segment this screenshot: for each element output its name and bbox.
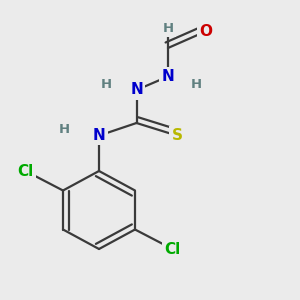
Text: S: S (172, 128, 182, 143)
Text: Cl: Cl (17, 164, 34, 178)
Text: H: H (59, 122, 70, 136)
Text: N: N (130, 82, 143, 98)
Text: S: S (172, 128, 182, 143)
Text: N: N (130, 82, 143, 98)
Text: N: N (162, 69, 174, 84)
Text: H: H (191, 77, 202, 91)
Text: O: O (199, 24, 212, 39)
Text: H: H (101, 77, 112, 91)
Text: N: N (162, 69, 174, 84)
Text: Cl: Cl (17, 164, 34, 178)
Text: H: H (162, 22, 174, 35)
Text: N: N (93, 128, 105, 143)
Text: Cl: Cl (164, 242, 181, 256)
Text: N: N (93, 128, 105, 143)
Text: H: H (59, 122, 70, 136)
Text: O: O (199, 24, 212, 39)
Text: H: H (191, 77, 202, 91)
Text: H: H (101, 77, 112, 91)
Text: Cl: Cl (164, 242, 181, 256)
Text: H: H (162, 22, 174, 35)
